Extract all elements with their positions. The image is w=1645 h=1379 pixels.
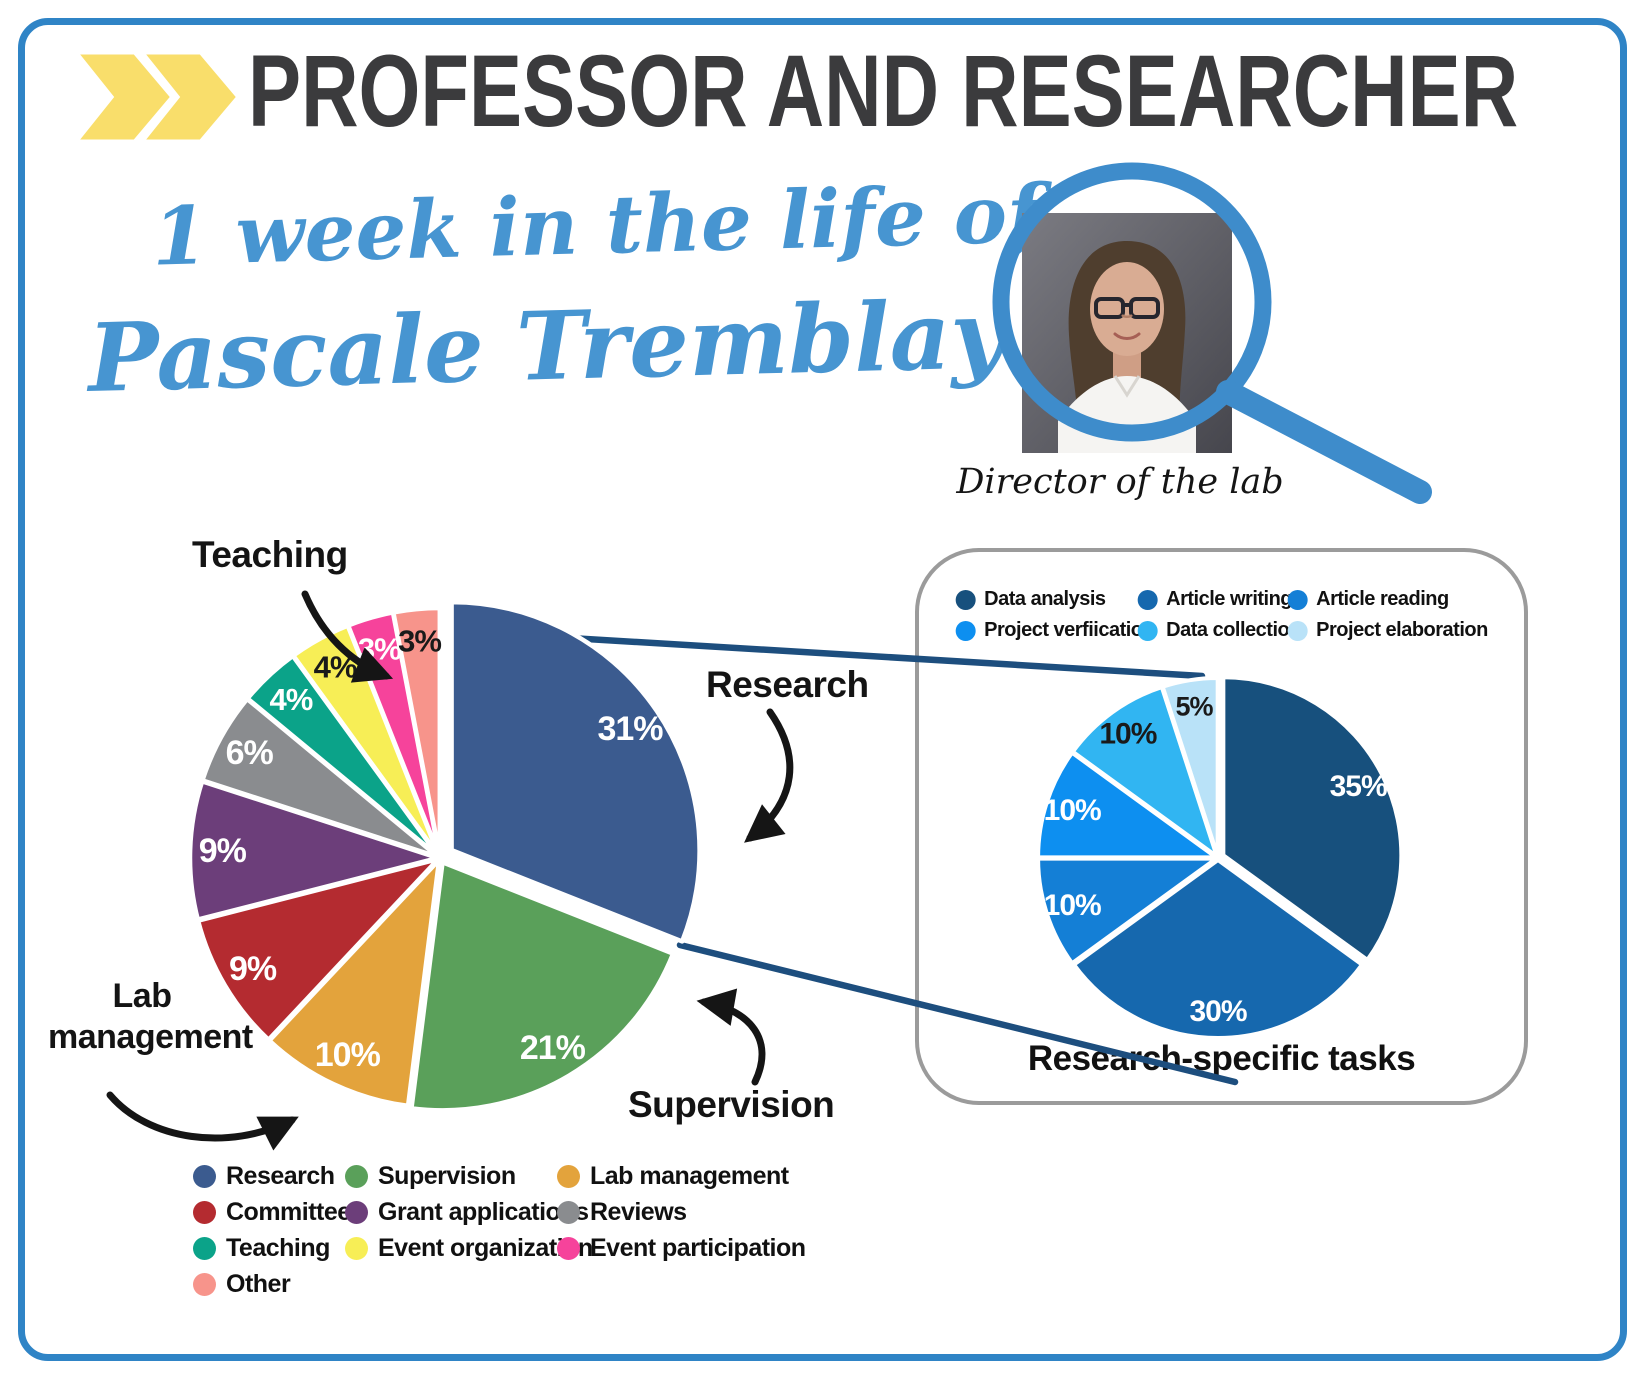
legend-dot-supervision: [345, 1165, 368, 1188]
legend-dot-data-collection: [1137, 620, 1158, 641]
supervision-label: Supervision: [628, 1084, 835, 1125]
legend-dot-project-elaboration: [1287, 620, 1308, 641]
legend-label: Data analysis: [984, 588, 1106, 610]
legend-item-article-writing: Article writing: [1137, 588, 1293, 611]
legend-item-data-analysis: Data analysis: [955, 588, 1137, 611]
legend-label: Reviews: [590, 1198, 687, 1226]
legend-item-reviews: Reviews: [557, 1198, 806, 1227]
legend-label: Article reading: [1316, 588, 1449, 610]
chevron-icon: [137, 52, 243, 142]
legend-item-supervision: Supervision: [345, 1162, 557, 1191]
legend-label: Other: [226, 1270, 291, 1298]
legend-dot-reviews: [557, 1201, 580, 1224]
legend-label: Teaching: [226, 1234, 330, 1262]
legend-item-other: Other: [193, 1270, 345, 1299]
legend-label: Project verfiication: [984, 619, 1155, 641]
lab-management-label-line2: management: [48, 1018, 253, 1057]
portrait-caption: Director of the lab: [956, 462, 1284, 502]
legend-label: Grant applications: [378, 1198, 589, 1226]
legend-item-teaching: Teaching: [193, 1234, 345, 1263]
legend-item-event-participation: Event participation: [557, 1234, 806, 1263]
legend-item-lab-management: Lab management: [557, 1162, 806, 1191]
legend-item-research: Research: [193, 1162, 345, 1191]
research-label: Research: [706, 664, 869, 705]
legend-label: Project elaboration: [1316, 619, 1488, 641]
lab-management-label-line1: Lab: [112, 977, 172, 1015]
legend-label: Event participation: [590, 1234, 806, 1262]
page-title: PROFESSOR AND RESEARCHER: [248, 34, 1519, 148]
legend-label: Supervision: [378, 1162, 516, 1190]
legend-dot-teaching: [193, 1237, 216, 1260]
legend-item-project-verfiication: Project verfiication: [955, 619, 1155, 642]
weekly-pie-legend: Research Supervision Lab management Committ…: [193, 1162, 806, 1299]
legend-dot-event-organization: [345, 1237, 368, 1260]
legend-label: Committees: [226, 1198, 365, 1226]
legend-dot-project-verfiication: [955, 620, 976, 641]
legend-dot-article-writing: [1137, 589, 1158, 610]
legend-dot-other: [193, 1273, 216, 1296]
research-tasks-legend: Data analysis Article writing Article read…: [955, 588, 1488, 642]
research-tasks-title: Research-specific tasks: [1027, 1039, 1416, 1078]
legend-label: Lab management: [590, 1162, 789, 1190]
legend-dot-committees: [193, 1201, 216, 1224]
legend-item-project-elaboration: Project elaboration: [1287, 619, 1488, 642]
legend-dot-grant-applications: [345, 1201, 368, 1224]
teaching-label: Teaching: [192, 534, 348, 575]
infographic-border: [18, 18, 1627, 1361]
legend-label: Research: [226, 1162, 335, 1190]
research-tasks-panel: Data analysis Article writing Article read…: [915, 548, 1528, 1105]
legend-dot-lab-management: [557, 1165, 580, 1188]
legend-item-article-reading: Article reading: [1287, 588, 1488, 611]
legend-item-grant-applications: Grant applications: [345, 1198, 589, 1227]
legend-dot-event-participation: [557, 1237, 580, 1260]
double-chevron-icon: [75, 52, 243, 142]
legend-item-event-organization: Event organization: [345, 1234, 593, 1263]
legend-dot-article-reading: [1287, 589, 1308, 610]
legend-dot-research: [193, 1165, 216, 1188]
legend-label: Article writing: [1166, 588, 1293, 610]
lab-management-label: Lab management: [48, 976, 253, 1059]
chevron-icon: [75, 52, 177, 142]
legend-item-data-collection: Data collection: [1137, 619, 1301, 642]
legend-label: Data collection: [1166, 619, 1301, 641]
legend-item-committees: Committees: [193, 1198, 365, 1227]
legend-dot-data-analysis: [955, 589, 976, 610]
